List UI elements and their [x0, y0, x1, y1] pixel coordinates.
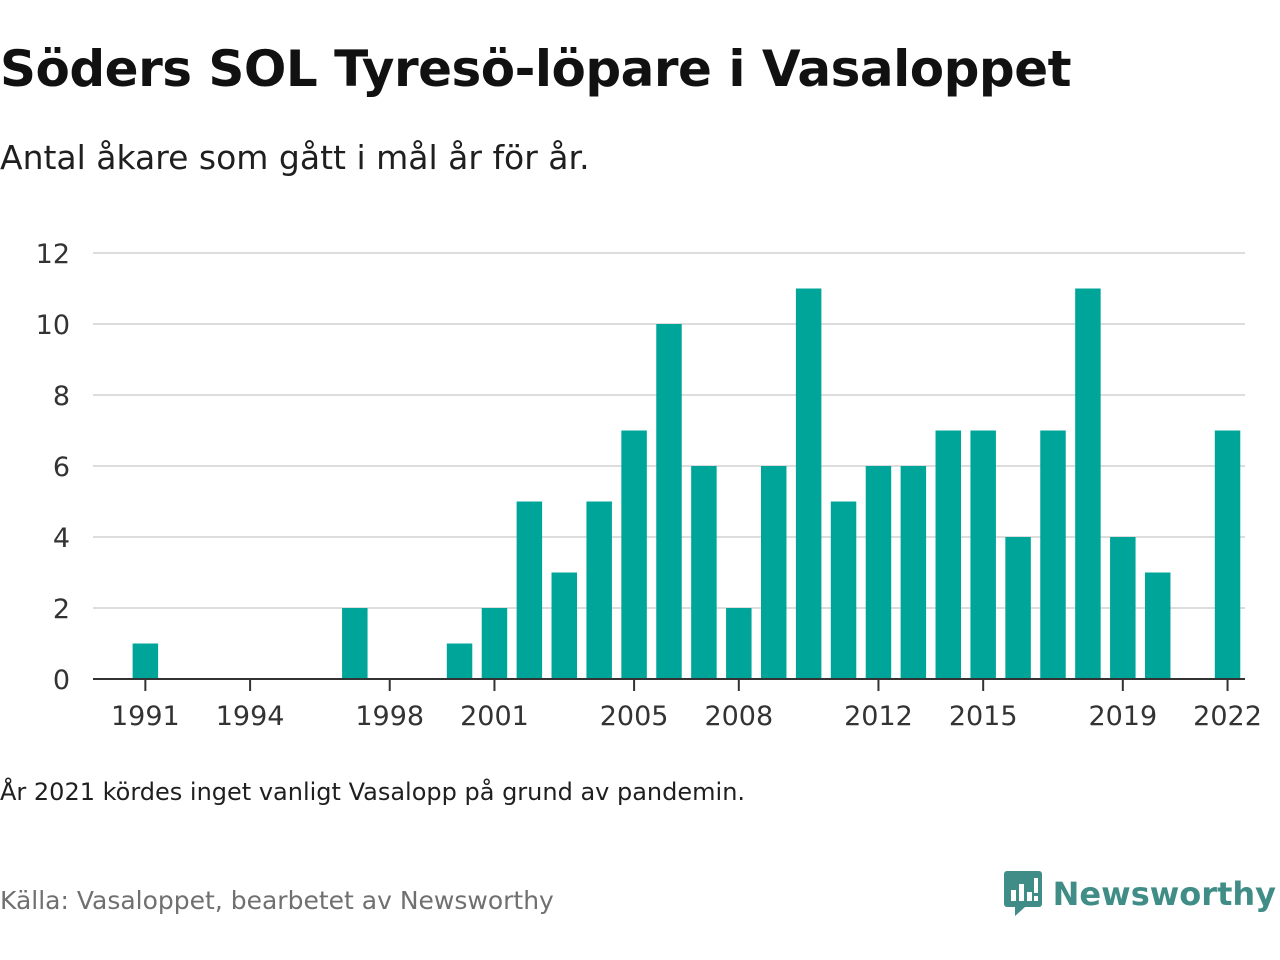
bar-2016 [1005, 537, 1031, 679]
bar-2005 [621, 430, 647, 679]
x-tick-label: 1991 [111, 701, 180, 732]
bar-2012 [865, 466, 892, 679]
x-tick-label: 2012 [844, 701, 913, 732]
bar-1997 [342, 608, 368, 679]
y-tick-label: 0 [53, 665, 70, 696]
y-tick-label: 8 [53, 381, 70, 412]
x-axis-labels: 1991 1994 1998 2001 2005 2008 2012 2015 2019 2022 [111, 701, 1262, 732]
x-tick-label: 2001 [460, 701, 529, 732]
chart-subtitle: Antal åkare som gått i mål år för år. [0, 138, 590, 177]
bar-2017 [1040, 430, 1066, 679]
bar-2008 [726, 608, 752, 679]
bar-2004 [586, 501, 612, 679]
x-tick-label: 2008 [704, 701, 773, 732]
bar-2001 [481, 608, 508, 679]
bar-2018 [1075, 288, 1101, 679]
bar-1991 [132, 643, 159, 679]
y-tick-label: 12 [36, 239, 70, 270]
bar-2013 [900, 466, 927, 679]
x-tick-label: 1998 [355, 701, 424, 732]
y-tick-label: 10 [36, 310, 70, 341]
bar-2019 [1110, 537, 1136, 679]
y-tick-label: 6 [53, 452, 70, 483]
bar-2009 [760, 466, 787, 679]
x-tick-label: 1994 [216, 701, 285, 732]
bar-2010 [795, 288, 822, 679]
chart-title: Söders SOL Tyresö-löpare i Vasaloppet [0, 40, 1072, 98]
x-tick-label: 2015 [949, 701, 1018, 732]
brand-name: Newsworthy [1052, 875, 1276, 913]
bars [132, 288, 1241, 679]
y-axis-labels: 0 2 4 6 8 10 12 [36, 239, 70, 696]
x-tick-label: 2022 [1193, 701, 1262, 732]
chart-note: År 2021 kördes inget vanligt Vasalopp på… [0, 778, 746, 806]
bar-2007 [691, 466, 717, 679]
bar-2015 [970, 430, 996, 679]
brand-logo: Newsworthy [1003, 870, 1276, 918]
x-tick-label: 2019 [1088, 701, 1157, 732]
bar-2006 [656, 324, 682, 679]
x-tick-label: 2005 [600, 701, 669, 732]
bar-2022 [1214, 430, 1241, 679]
bar-2002 [516, 501, 543, 679]
y-tick-label: 4 [53, 523, 70, 554]
bar-2014 [935, 430, 962, 679]
bar-chart: 0 2 4 6 8 10 12 1991 1994 1998 2001 2005 2008 2012 20… [36, 239, 1262, 732]
bar-2011 [830, 501, 857, 679]
bar-2003 [551, 572, 578, 679]
bar-2020 [1144, 572, 1171, 679]
y-tick-label: 2 [53, 594, 70, 625]
source-credit: Källa: Vasaloppet, bearbetet av Newswort… [0, 886, 554, 915]
bar-2000 [446, 643, 473, 679]
x-axis [93, 678, 1245, 691]
newsworthy-logo-icon [1003, 871, 1042, 916]
